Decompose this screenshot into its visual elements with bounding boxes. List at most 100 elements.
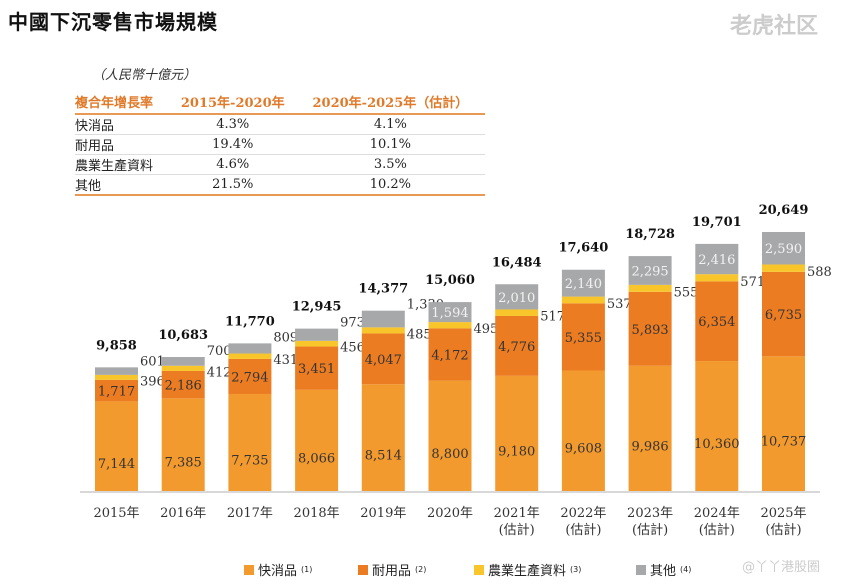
x-tick-label: 2025年: [760, 506, 806, 521]
table-row: 耐用品 19.4% 10.1%: [75, 134, 485, 155]
bar-segment: [628, 365, 672, 491]
data-label: 485: [407, 327, 432, 342]
data-label: 8,800: [431, 447, 468, 462]
bar-segment: [628, 291, 672, 366]
legend-item: 其他 (4): [636, 560, 691, 579]
bar-segment: [561, 370, 605, 491]
data-label: 412: [207, 365, 232, 380]
data-label: 517: [540, 310, 565, 325]
data-label: 555: [674, 285, 699, 300]
x-tick-label: 2024年: [694, 506, 740, 521]
bar-segment: [295, 389, 339, 491]
data-label: 700: [207, 344, 232, 359]
x-tick-label: 2015年: [93, 506, 139, 521]
bar-segment: [161, 398, 205, 491]
legend-item: 耐用品 (2): [358, 560, 426, 579]
data-label: 2,794: [231, 370, 268, 385]
bar-segment: [295, 340, 339, 347]
table-header: 2015年-2020年: [169, 92, 296, 115]
data-label: 5,355: [565, 331, 602, 346]
table-cell: 19.4%: [169, 134, 296, 155]
data-label: 1,594: [431, 306, 468, 321]
x-tick-label: 2021年: [494, 506, 540, 521]
bar-segment: [561, 303, 605, 371]
legend-note: (4): [680, 565, 692, 574]
data-label: 537: [607, 297, 632, 312]
bar-segment: [695, 274, 739, 282]
data-label: 2,590: [765, 242, 802, 257]
total-label: 17,640: [559, 241, 609, 256]
page-title: 中國下沉零售市場規模: [8, 10, 218, 34]
x-tick-label: 2016年: [160, 506, 206, 521]
total-label: 9,858: [96, 338, 137, 353]
bar-segment: [295, 328, 339, 341]
data-label: 973: [340, 316, 365, 331]
table-header: 2020年-2025年（估計）: [295, 92, 485, 115]
data-label: 9,986: [631, 439, 668, 454]
legend-label: 農業生產資料: [488, 564, 567, 579]
legend-swatch: [358, 564, 368, 575]
total-label: 18,728: [625, 227, 675, 242]
data-label: 2,140: [565, 277, 602, 292]
data-label: 4,776: [498, 340, 535, 355]
x-tick-label: (估計): [765, 522, 801, 538]
bar-segment: [762, 264, 805, 272]
table-cell: 4.1%: [295, 114, 485, 135]
bar-segment: [428, 328, 472, 381]
data-label: 9,180: [498, 444, 535, 459]
data-label: 495: [474, 322, 499, 337]
data-label: 6,735: [765, 308, 802, 323]
legend-label: 快消品: [258, 564, 298, 579]
data-label: 456: [340, 341, 365, 356]
bar-segment: [561, 296, 605, 304]
bar-segment: [295, 346, 339, 390]
legend-note: (1): [301, 565, 313, 574]
x-tick-label: 2019年: [360, 506, 406, 521]
bar-segment: [228, 393, 272, 491]
bar-segment: [228, 358, 272, 394]
table-row: 快消品 4.3% 4.1%: [75, 114, 485, 135]
data-label: 588: [807, 265, 832, 280]
table-cell: 21.5%: [169, 174, 296, 196]
table-cell: 其他: [75, 174, 170, 196]
bar-segment: [361, 310, 405, 328]
table-cell: 10.1%: [295, 134, 485, 155]
watermark-logo: 老虎社区: [730, 14, 819, 39]
total-label: 19,701: [692, 215, 742, 230]
bar-segment: [428, 322, 472, 329]
bar-segment: [495, 309, 539, 316]
legend-label: 耐用品: [372, 564, 412, 579]
bar-segment: [95, 401, 138, 491]
bar-segment: [695, 243, 739, 275]
data-label: 8,066: [298, 451, 335, 466]
table-cell: 耐用品: [75, 134, 170, 155]
cagr-table: 複合年增長率 2015年-2020年 2020年-2025年（估計） 快消品 4.…: [75, 92, 485, 196]
legend-item: 快消品 (1): [244, 560, 312, 579]
bar-segment: [95, 379, 138, 402]
data-label: 10,360: [694, 437, 740, 452]
data-label: 3,451: [298, 362, 335, 377]
bar-segment: [228, 343, 272, 354]
bar-segment: [762, 271, 805, 357]
x-tick-label: (估計): [565, 522, 601, 538]
x-tick-label: (估計): [699, 522, 735, 538]
table-cell: 10.2%: [295, 174, 485, 196]
total-label: 10,683: [158, 328, 208, 343]
bar-segment: [495, 315, 539, 376]
x-tick-label: 2020年: [427, 506, 473, 521]
legend-item: 農業生產資料 (3): [474, 560, 581, 579]
bar-segment: [695, 361, 739, 491]
data-label: 431: [273, 353, 298, 368]
total-label: 15,060: [425, 273, 475, 288]
bar-segment: [361, 327, 405, 334]
unit-label: （人民幣十億元）: [92, 68, 197, 83]
table-cell: 3.5%: [295, 154, 485, 175]
data-label: 396: [140, 374, 165, 389]
bar-segment: [161, 357, 205, 366]
total-label: 16,484: [492, 255, 542, 270]
data-label: 2,186: [165, 379, 202, 394]
data-label: 9,608: [565, 442, 602, 457]
data-label: 809: [273, 330, 298, 345]
